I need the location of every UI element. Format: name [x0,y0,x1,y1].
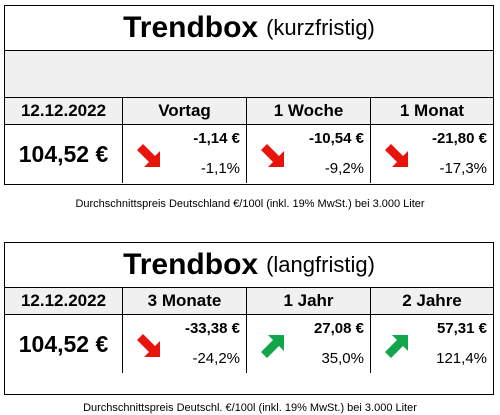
column-header: 1 Monat [371,98,493,125]
change-pct: -9,2% [324,160,364,177]
change-abs: -33,38 € [184,320,240,337]
change-pct: 35,0% [321,350,364,367]
spacer-band [5,51,493,98]
header-row: 12.12.2022 Vortag 1 Woche 1 Monat [5,98,493,125]
title-sub: (langfristig) [266,252,375,277]
column-header: 1 Woche [247,98,371,125]
date-header: 12.12.2022 [5,98,123,125]
date-header: 12.12.2022 [5,288,123,315]
change-pct: 121,4% [436,350,487,367]
column-header: 3 Monate [123,288,247,315]
change-cell: 27,08 € 35,0% [247,315,371,373]
title-main: Trendbox [123,248,259,281]
trendbox-title: Trendbox (kurzfristig) [5,6,493,51]
change-cell: 57,31 € 121,4% [371,315,493,373]
title-main: Trendbox [123,11,259,44]
current-price: 104,52 € [5,125,123,183]
change-abs: -21,80 € [431,130,487,147]
arrow-down-right-icon [137,334,160,357]
footnote: Durchschnittspreis Deutschl. €/100l (ink… [83,402,417,414]
arrow-down-right-icon [385,144,408,167]
column-header: 2 Jahre [371,288,493,315]
column-header: 1 Jahr [247,288,371,315]
footnote: Durchschnittspreis Deutschland €/100l (i… [75,198,425,210]
change-abs: -1,14 € [193,130,240,147]
header-row: 12.12.2022 3 Monate 1 Jahr 2 Jahre [5,288,493,315]
change-abs: 57,31 € [436,320,487,337]
change-pct: -1,1% [200,160,240,177]
arrow-up-right-icon [261,335,284,358]
change-pct: -17,3% [439,160,487,177]
title-sub: (kurzfristig) [266,15,375,40]
change-pct: -24,2% [192,350,240,367]
value-row: 104,52 € -1,14 € -1,1% -10,54 € -9,2% -2… [5,125,493,183]
value-row: 104,52 € -33,38 € -24,2% 27,08 € 35,0% 5… [5,315,493,373]
change-cell: -21,80 € -17,3% [371,125,493,183]
trendbox-title: Trendbox (langfristig) [5,243,493,288]
trendbox-long-term: Trendbox (langfristig) 12.12.2022 3 Mona… [4,242,494,395]
change-cell: -33,38 € -24,2% [123,315,247,373]
change-cell: -10,54 € -9,2% [247,125,371,183]
change-abs: 27,08 € [313,320,364,337]
arrow-down-right-icon [261,144,284,167]
arrow-up-right-icon [385,335,408,358]
arrow-down-right-icon [137,144,160,167]
current-price: 104,52 € [5,315,123,373]
change-abs: -10,54 € [308,130,364,147]
trendbox-short-term: Trendbox (kurzfristig) 12.12.2022 Vortag… [4,5,494,185]
column-header: Vortag [123,98,247,125]
change-cell: -1,14 € -1,1% [123,125,247,183]
